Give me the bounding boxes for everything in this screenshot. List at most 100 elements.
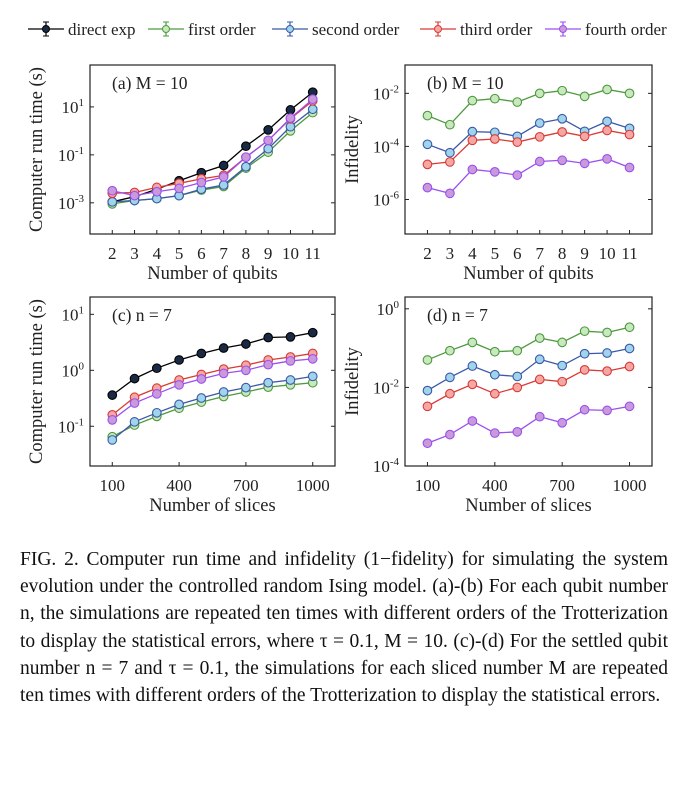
series-line: [111, 352, 313, 416]
legend-marker: [286, 25, 294, 33]
y-tick-base: 10: [373, 84, 390, 103]
data-point: [285, 356, 296, 366]
y-tick-base: 10: [373, 378, 390, 397]
data-point: [534, 411, 545, 422]
data-point: [602, 348, 612, 358]
x-tick-label: 11: [621, 244, 637, 263]
data-point: [602, 327, 612, 338]
data-point: [285, 375, 296, 385]
data-point: [174, 355, 184, 365]
x-tick-label: 4: [468, 244, 477, 263]
y-axis-label: Computer run time (s): [27, 67, 47, 232]
y-tick-label: 100: [377, 299, 400, 319]
data-point: [512, 97, 523, 107]
data-point: [151, 407, 162, 418]
series-line: [111, 382, 313, 438]
series-second-order: [107, 371, 318, 445]
x-tick-label: 400: [166, 476, 192, 495]
data-point: [196, 348, 207, 359]
data-point: [467, 337, 478, 348]
data-point: [285, 121, 296, 132]
x-tick-label: 6: [513, 244, 522, 263]
legend-marker: [162, 25, 170, 33]
data-point: [489, 346, 500, 357]
y-tick-base: 10: [373, 457, 390, 476]
legend-label: third order: [460, 20, 533, 39]
y-tick-label: 101: [62, 304, 85, 324]
data-point: [263, 377, 274, 388]
data-point: [196, 177, 207, 188]
data-point: [107, 435, 118, 445]
data-point: [489, 388, 500, 399]
data-point: [534, 374, 545, 385]
data-point: [196, 393, 207, 403]
series-fourth-order: [422, 401, 635, 449]
series-line: [427, 129, 630, 166]
data-point: [445, 147, 455, 158]
data-point: [174, 183, 184, 194]
data-point: [557, 360, 568, 371]
series-line: [111, 375, 313, 441]
x-tick-label: 1000: [296, 476, 330, 495]
y-tick-exponent: -1: [75, 416, 84, 428]
legend-label: fourth order: [585, 20, 667, 39]
legend-item: direct exp: [28, 20, 136, 39]
data-point: [534, 354, 545, 365]
data-point: [624, 401, 635, 412]
data-point: [557, 85, 568, 96]
data-point: [624, 88, 635, 99]
figure-caption: FIG. 2. Computer run time and infidelity…: [20, 549, 668, 707]
x-tick-label: 9: [264, 244, 273, 263]
data-point: [218, 160, 229, 171]
y-tick-label: 10-4: [373, 136, 400, 156]
data-point: [196, 374, 207, 384]
x-tick-label: 700: [549, 476, 575, 495]
data-point: [467, 361, 478, 371]
legend-label: direct exp: [68, 20, 136, 39]
x-tick-label: 3: [130, 244, 139, 263]
data-point: [579, 364, 590, 375]
data-point: [422, 182, 433, 193]
y-axis-label: Infidelity: [343, 346, 363, 416]
data-point: [263, 125, 274, 135]
data-point: [241, 161, 251, 172]
data-point: [602, 84, 612, 95]
y-tick-label: 100: [62, 360, 85, 380]
data-point: [557, 113, 568, 124]
data-point: [174, 379, 184, 390]
data-point: [445, 429, 455, 440]
series-line: [427, 88, 630, 126]
data-point: [579, 326, 590, 337]
x-tick-label: 10: [599, 244, 616, 263]
data-point: [241, 152, 251, 163]
y-tick-base: 10: [373, 137, 390, 156]
series-first-order: [107, 377, 318, 442]
data-point: [467, 135, 478, 146]
data-point: [602, 366, 612, 376]
data-point: [557, 337, 568, 348]
data-point: [624, 361, 635, 372]
data-point: [285, 113, 296, 123]
x-axis-label: Number of qubits: [463, 264, 594, 284]
series-line: [427, 118, 630, 154]
data-point: [107, 185, 118, 196]
panel-label: (c) n = 7: [112, 305, 172, 325]
data-point: [218, 180, 229, 190]
x-tick-label: 10: [282, 244, 299, 263]
x-tick-label: 5: [491, 244, 500, 263]
series-second-order: [422, 113, 635, 158]
series-line: [111, 358, 313, 421]
data-point: [129, 190, 140, 201]
data-point: [151, 186, 162, 197]
y-axis-label: Computer run time (s): [27, 299, 47, 464]
data-point: [579, 348, 590, 359]
series-line: [427, 405, 630, 444]
y-tick-label: 10-1: [58, 416, 84, 436]
data-point: [624, 129, 635, 140]
data-point: [624, 343, 635, 354]
y-tick-label: 10-2: [373, 377, 399, 397]
legend-label: second order: [312, 20, 400, 39]
x-tick-label: 100: [100, 476, 126, 495]
series-line: [112, 98, 314, 197]
